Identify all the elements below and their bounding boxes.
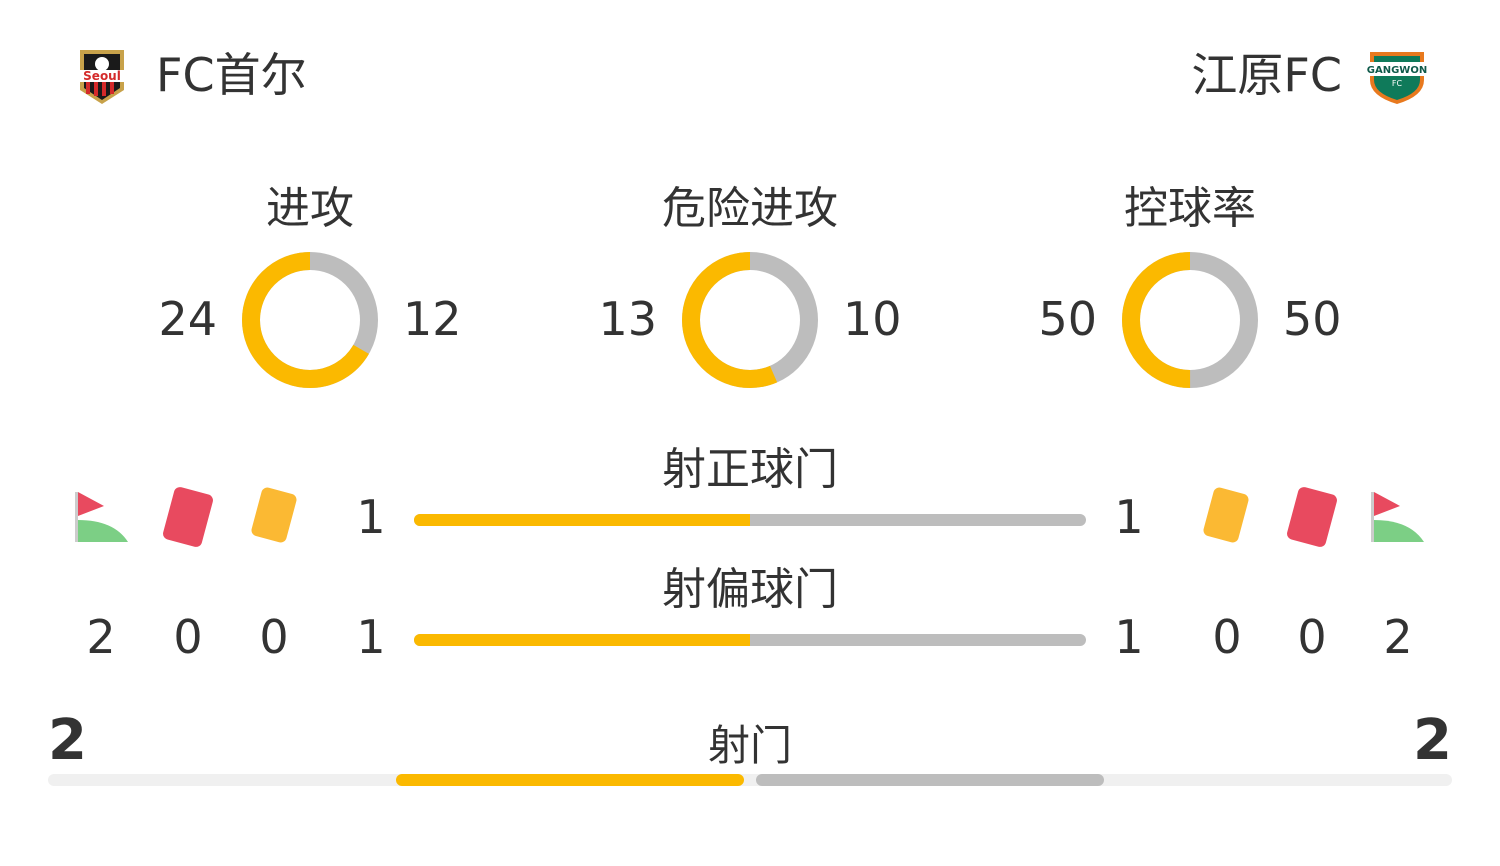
shots-on-target-bar [414, 514, 1086, 526]
away-corners: 2 [1383, 610, 1413, 664]
away-yellow-cards: 0 [1212, 610, 1242, 664]
away-logo: GANGWON FC [1366, 44, 1428, 106]
stat-title: 进攻 [266, 183, 354, 234]
away-corner-flag-icon [1371, 492, 1424, 542]
home-team-name: FC首尔 [156, 48, 307, 102]
home-corner-flag-icon [75, 492, 128, 542]
shots-home-bar [396, 774, 744, 786]
home-red-cards: 0 [173, 610, 203, 664]
shots-on-target-label: 射正球门 [662, 444, 838, 495]
shots-off-target-home-fill [414, 634, 750, 646]
home-yellow-card-icon [251, 487, 297, 543]
home-corners: 2 [86, 610, 116, 664]
stat-donut [1122, 252, 1258, 388]
home-shots: 2 [48, 708, 87, 773]
away-red-cards: 0 [1297, 610, 1327, 664]
stat-home-value: 50 [1038, 292, 1097, 346]
svg-text:Seoul: Seoul [83, 69, 121, 83]
away-team-name: 江原FC [1191, 48, 1342, 102]
stat-home-value: 24 [158, 292, 217, 346]
stat-donut [682, 252, 818, 388]
home-shots-off-target: 1 [356, 610, 386, 664]
donut-home-arc [242, 252, 378, 388]
home-logo: Seoul [76, 46, 128, 106]
shots-label: 射门 [707, 721, 793, 770]
stat-title: 控球率 [1124, 183, 1256, 234]
home-red-card-icon [163, 487, 213, 547]
stat-title: 危险进攻 [662, 183, 838, 234]
away-shots: 2 [1413, 708, 1452, 773]
home-yellow-cards: 0 [259, 610, 289, 664]
away-shots-on-target: 1 [1114, 490, 1144, 544]
shots-off-target-label: 射偏球门 [662, 564, 838, 615]
svg-text:GANGWON: GANGWON [1367, 65, 1427, 76]
away-shots-off-target: 1 [1114, 610, 1144, 664]
shots-on-target-home-fill [414, 514, 750, 526]
stat-away-value: 12 [403, 292, 462, 346]
away-yellow-card-icon [1203, 487, 1249, 543]
stat-donut [242, 252, 378, 388]
donut-home-arc [682, 252, 818, 388]
away-red-card-icon [1287, 487, 1337, 547]
home-shots-on-target: 1 [356, 490, 386, 544]
stat-away-value: 10 [843, 292, 902, 346]
svg-text:FC: FC [1392, 79, 1403, 88]
donut-home-arc [1122, 252, 1258, 388]
stat-away-value: 50 [1283, 292, 1342, 346]
shots-track [48, 774, 1452, 786]
stat-home-value: 13 [598, 292, 657, 346]
shots-away-bar [756, 774, 1104, 786]
shots-off-target-bar [414, 634, 1086, 646]
